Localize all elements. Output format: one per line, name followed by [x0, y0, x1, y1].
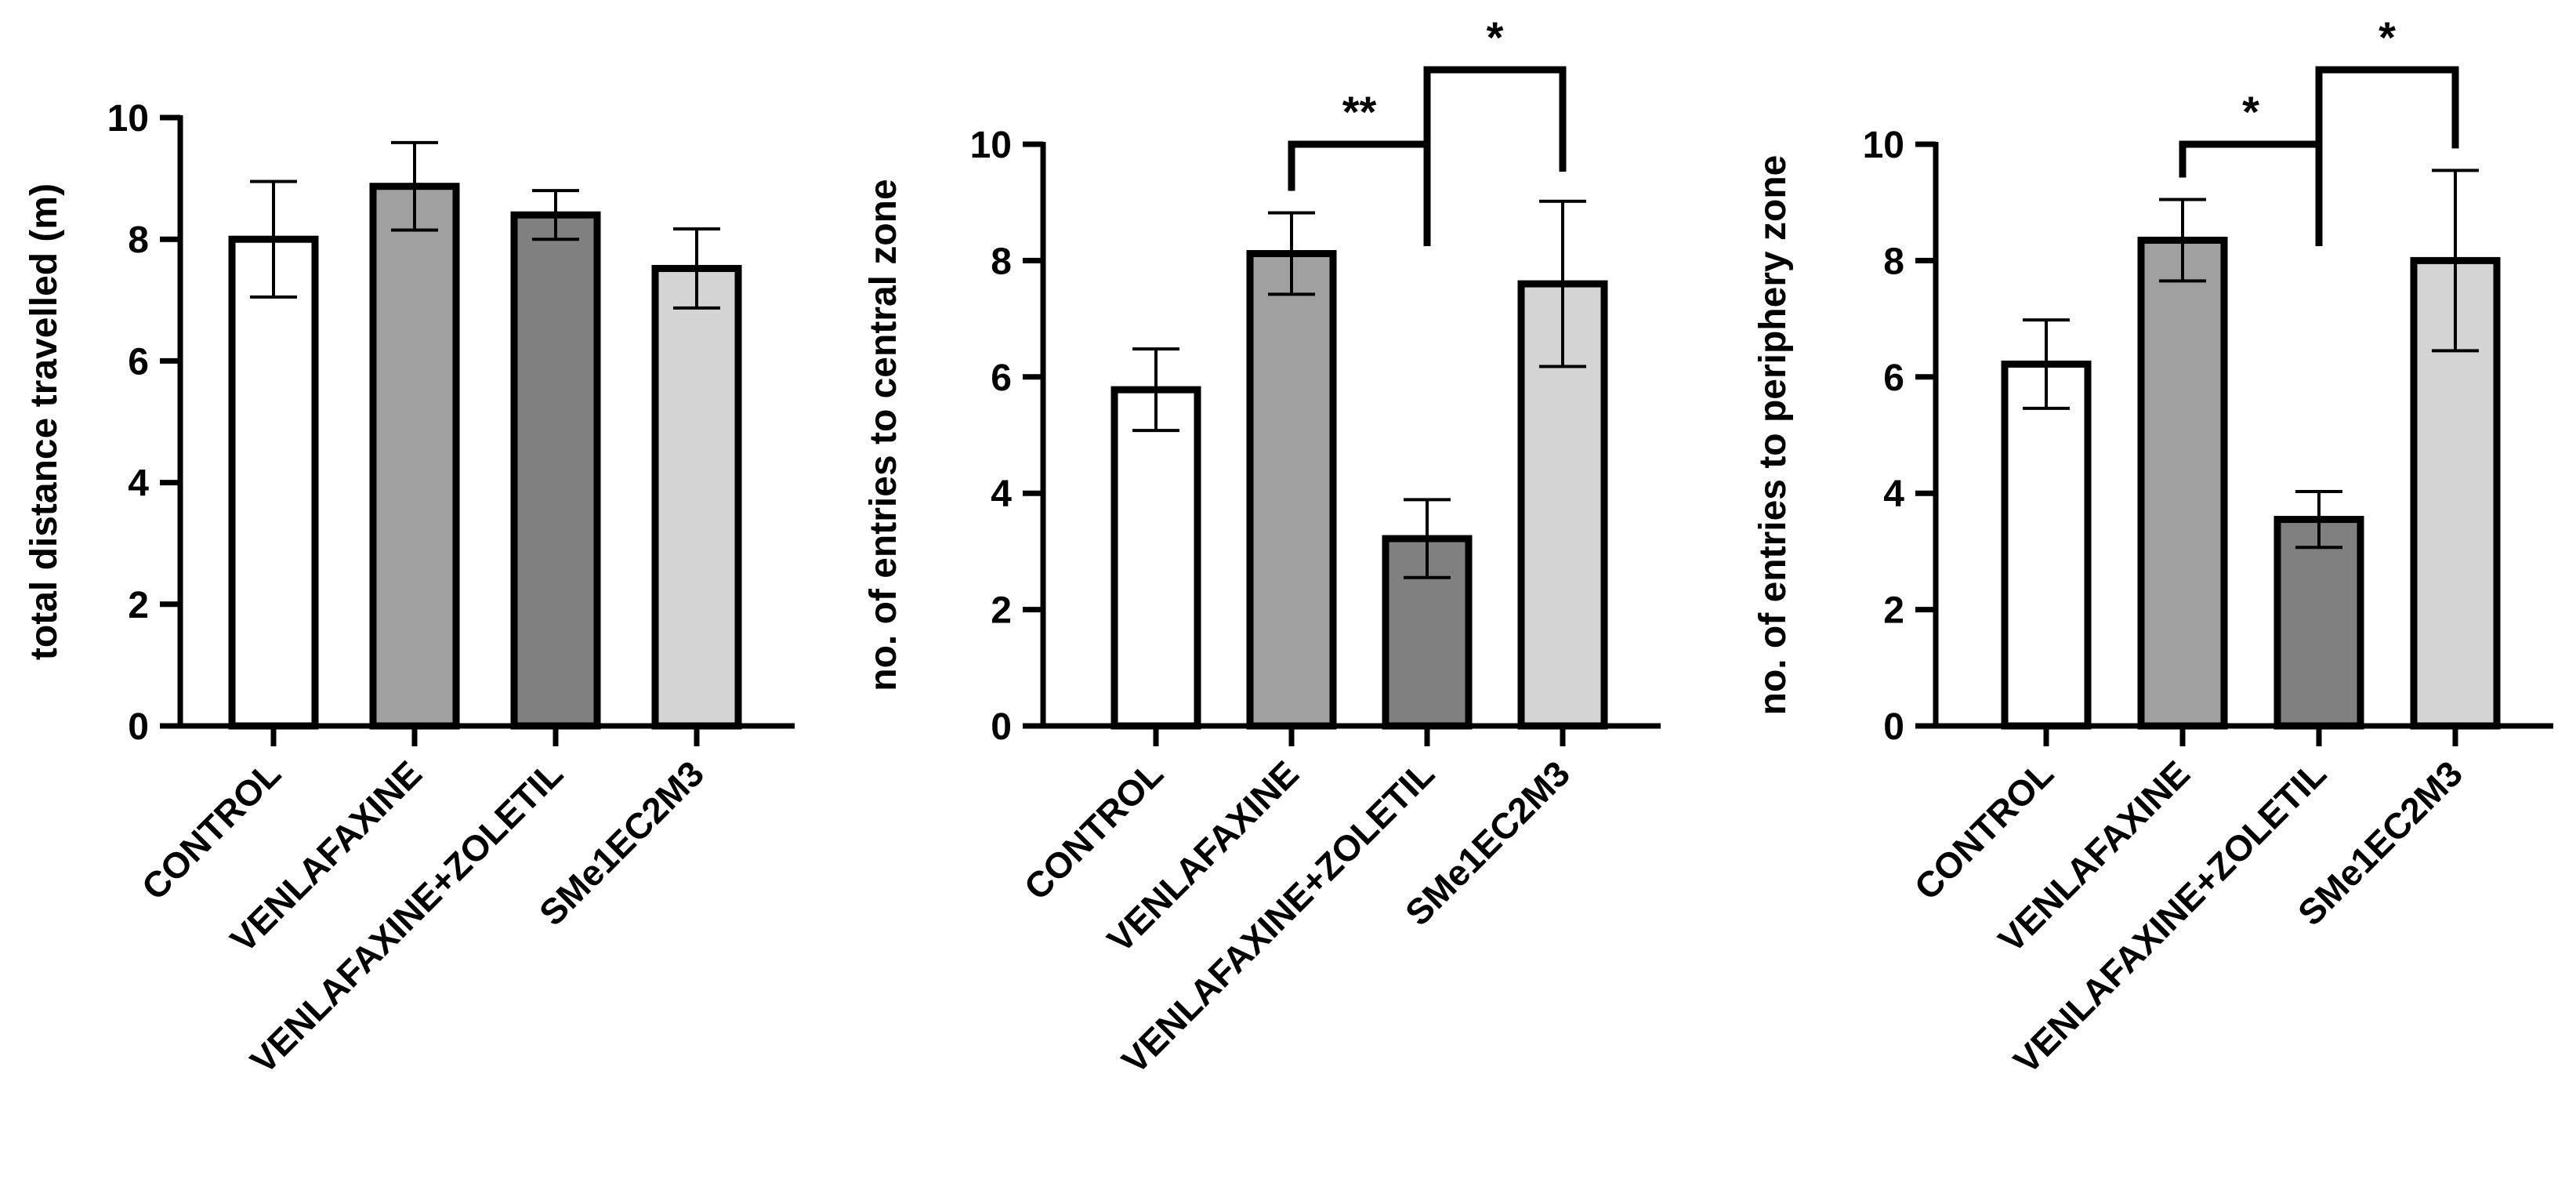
y-tick-label: 6	[991, 357, 1012, 399]
bracket-line	[2315, 66, 2459, 172]
bar-venlafaxine-zoletil	[2273, 516, 2364, 730]
significance-label: *	[2379, 13, 2396, 62]
y-tick-label: 0	[991, 706, 1012, 748]
x-tick-label: CONTROL	[133, 753, 288, 908]
y-axis-label: no. of entries to central zone	[863, 179, 904, 691]
bar-venlafaxine	[1246, 249, 1337, 730]
bracket-line	[1423, 66, 1567, 172]
bar-venlafaxine	[369, 183, 460, 730]
y-axis-label: no. of entries to periphery zone	[1752, 155, 1794, 716]
y-tick-label: 8	[1883, 241, 1904, 282]
y-tick-label: 8	[128, 220, 149, 261]
significance-bracket: **	[1288, 87, 1431, 246]
bracket-line	[1288, 140, 1431, 246]
y-tick-label: 8	[991, 241, 1012, 282]
significance-bracket: *	[2315, 13, 2459, 172]
bar-control	[1110, 386, 1201, 730]
y-tick-label: 2	[1883, 590, 1904, 632]
significance-label: *	[1487, 13, 1504, 62]
significance-bracket: *	[1423, 13, 1567, 172]
significance-label: *	[2242, 87, 2259, 136]
y-tick-label: 6	[128, 341, 149, 383]
y-tick-label: 4	[991, 474, 1012, 515]
bar-venlafaxine-zoletil	[510, 211, 601, 730]
y-tick-label: 10	[107, 98, 149, 140]
y-tick-label: 6	[1883, 357, 1904, 399]
y-tick-label: 10	[970, 125, 1012, 166]
y-tick-label: 4	[1883, 474, 1904, 515]
bar-control	[2001, 360, 2092, 730]
y-tick-label: 2	[991, 590, 1012, 632]
bar-sme1ec2m3	[651, 264, 742, 730]
y-tick-label: 0	[128, 706, 149, 748]
y-tick-label: 2	[128, 585, 149, 626]
y-tick-label: 0	[1883, 706, 1904, 748]
y-tick-label: 10	[1863, 125, 1904, 166]
bracket-line	[2179, 140, 2323, 246]
bar-venlafaxine	[2137, 236, 2228, 730]
significance-label: **	[1342, 87, 1377, 136]
y-axis-label: total distance travelled (m)	[24, 183, 65, 660]
chart-panel-1: 0 2 4 6 8 10 total distance travelled (m) CONTR…	[24, 98, 795, 1081]
bar-control	[228, 235, 319, 730]
significance-bracket: *	[2179, 87, 2323, 246]
y-tick-label: 4	[128, 463, 149, 505]
